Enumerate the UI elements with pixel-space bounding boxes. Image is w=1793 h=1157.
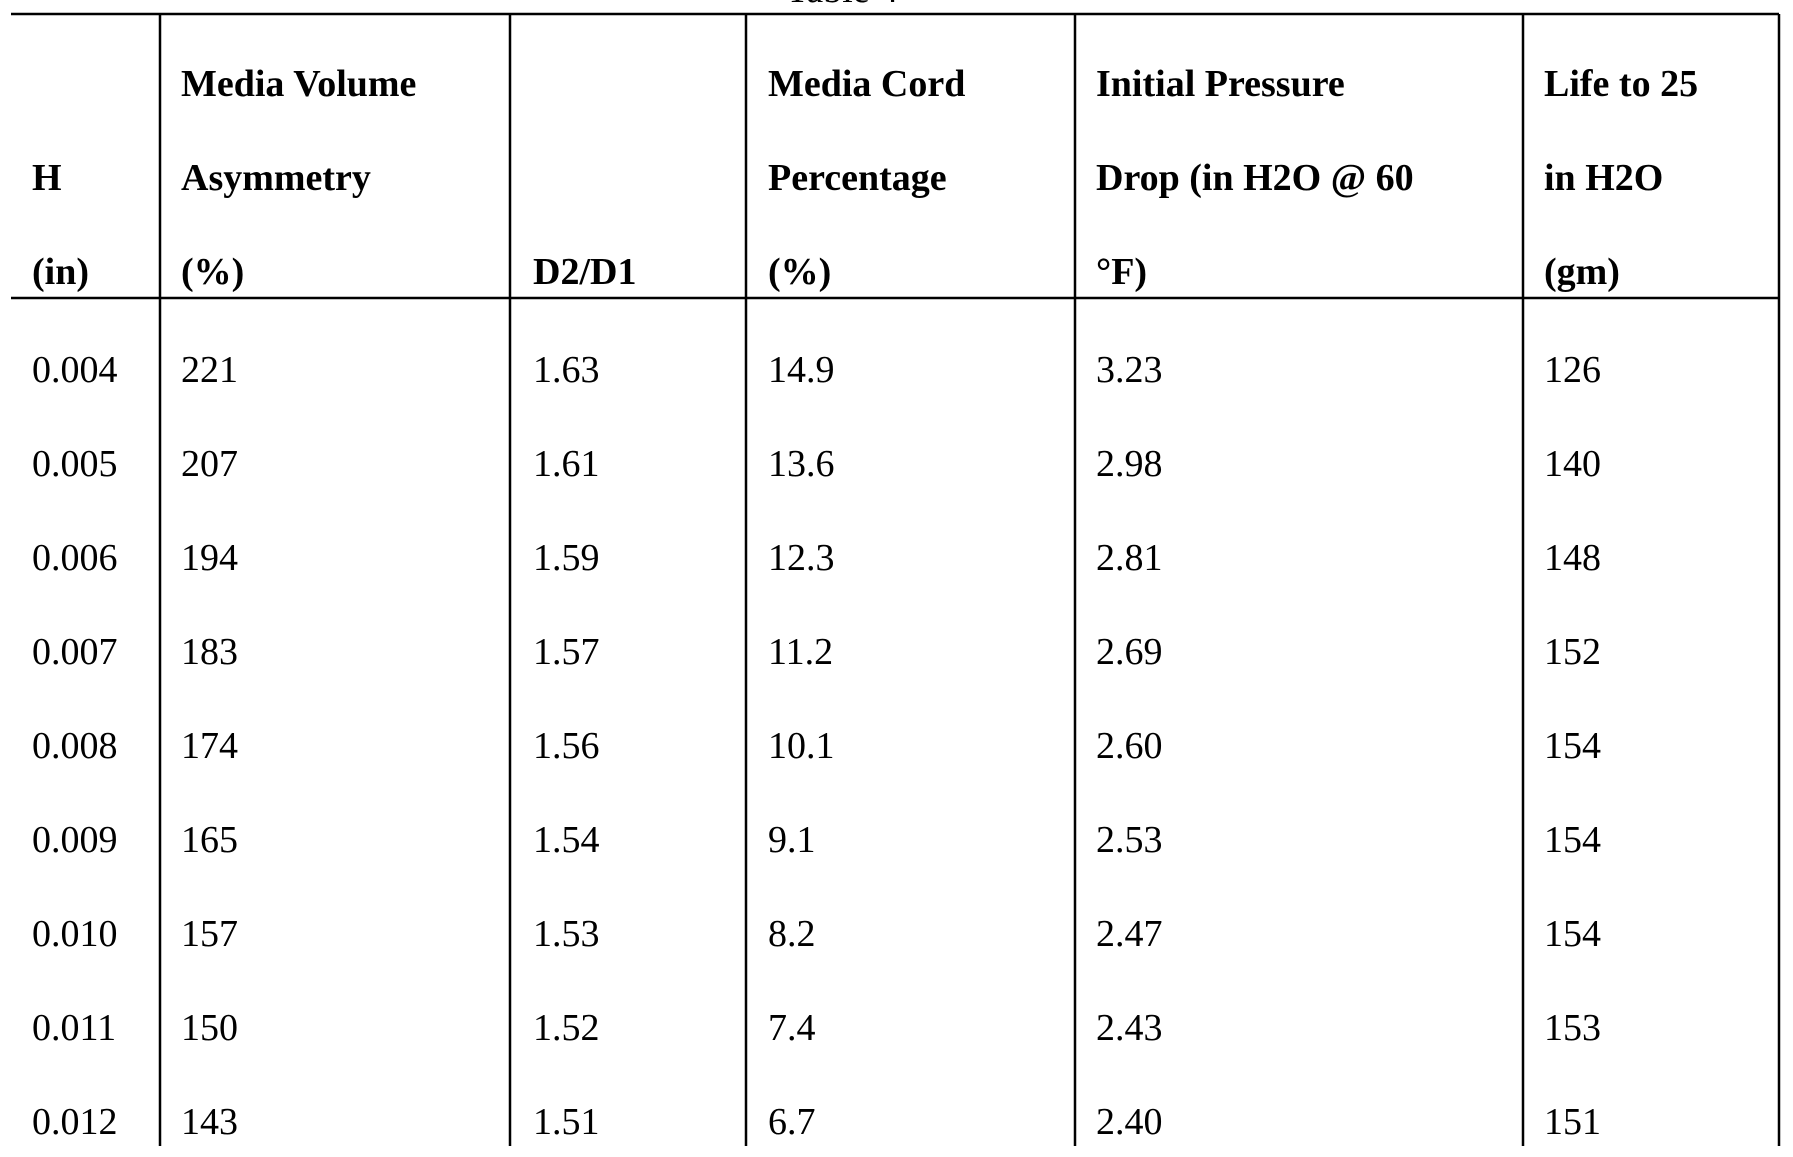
table-cell: 1.63 [533,349,600,391]
table-cell: 0.007 [32,631,118,673]
header-cell: Initial Pressure [1096,63,1345,105]
header-cell: (gm) [1544,251,1620,293]
table-cell: 157 [181,913,238,955]
table-cell: 183 [181,631,238,673]
table-cell: 1.52 [533,1007,600,1049]
table-cell: 126 [1544,349,1601,391]
table-cell: 194 [181,537,238,579]
table-cell: 2.47 [1096,913,1163,955]
table-cell: 207 [181,443,238,485]
table-cell: 140 [1544,443,1601,485]
table-cell: 154 [1544,725,1601,767]
header-cell: Percentage [768,157,947,199]
table-cell: 14.9 [768,349,835,391]
table-cell: 2.98 [1096,443,1163,485]
table-cell: 221 [181,349,238,391]
table-cell: 154 [1544,913,1601,955]
table-cell: 7.4 [768,1007,816,1049]
table-cell: 11.2 [768,631,833,673]
table-title: Table 4 [786,0,898,11]
table-cell: 1.54 [533,819,600,861]
table-cell: 152 [1544,631,1601,673]
table-cell: 150 [181,1007,238,1049]
table-cell: 2.40 [1096,1101,1163,1143]
table-cell: 0.008 [32,725,118,767]
header-cell: Media Volume [181,63,416,105]
header-cell: Asymmetry [181,157,371,199]
table-cell: 0.012 [32,1101,118,1143]
table-cell: 2.60 [1096,725,1163,767]
header-cell: Media Cord [768,63,965,105]
table-cell: 0.010 [32,913,118,955]
table-cell: 0.009 [32,819,118,861]
table-cell: 2.53 [1096,819,1163,861]
header-cell: Drop (in H2O @ 60 [1096,157,1414,199]
table-cell: 0.011 [32,1007,116,1049]
table-cell: 0.004 [32,349,118,391]
table-cell: 2.81 [1096,537,1163,579]
table-cell: 13.6 [768,443,835,485]
table-cell: 153 [1544,1007,1601,1049]
table-cell: 1.57 [533,631,600,673]
header-cell: in H2O [1544,157,1663,199]
table-cell: 10.1 [768,725,835,767]
header-cell: (%) [181,251,244,293]
header-cell: H [32,157,62,199]
header-cell: (%) [768,251,831,293]
table-cell: 0.005 [32,443,118,485]
table-cell: 8.2 [768,913,816,955]
table-cell: 154 [1544,819,1601,861]
table-cell: 1.61 [533,443,600,485]
table-cell: 0.006 [32,537,118,579]
table-cell: 1.56 [533,725,600,767]
table-cell: 1.53 [533,913,600,955]
table-cell: 1.51 [533,1101,600,1143]
table-cell: 143 [181,1101,238,1143]
table-cell: 174 [181,725,238,767]
table-cell: 148 [1544,537,1601,579]
header-cell: Life to 25 [1544,63,1698,105]
table-cell: 2.69 [1096,631,1163,673]
table-cell: 6.7 [768,1101,816,1143]
table-cell: 151 [1544,1101,1601,1143]
table-cell: 12.3 [768,537,835,579]
table-cell: 9.1 [768,819,816,861]
table-cell: 2.43 [1096,1007,1163,1049]
table-cell: 1.59 [533,537,600,579]
header-cell: °F) [1096,251,1147,293]
header-cell: (in) [32,251,89,293]
header-cell: D2/D1 [533,251,636,293]
table-cell: 3.23 [1096,349,1163,391]
table-cell: 165 [181,819,238,861]
